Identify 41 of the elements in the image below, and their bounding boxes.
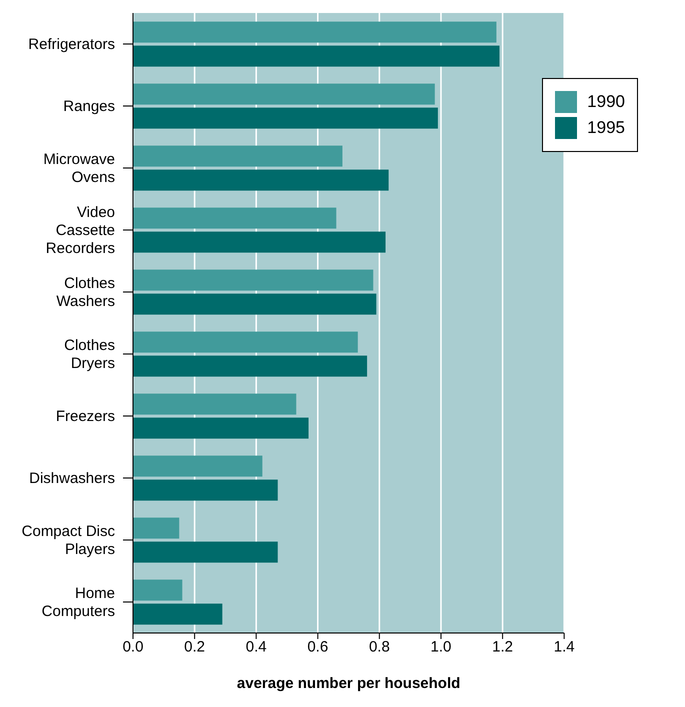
- x-axis-title: average number per household: [236, 675, 460, 692]
- y-tick-label: Clothes Dryers: [64, 336, 115, 372]
- bar: [133, 542, 278, 563]
- y-tick-label: Ranges: [63, 98, 115, 114]
- x-tick-label: 1.0: [430, 638, 452, 656]
- bar: [133, 294, 376, 315]
- x-tick-label: 0.4: [246, 638, 267, 656]
- bar: [133, 208, 336, 229]
- legend-label: 1990: [587, 92, 625, 112]
- x-tick-label: 0.8: [368, 638, 390, 656]
- y-tick-label: Freezers: [56, 408, 115, 424]
- y-tick-label: Dishwashers: [29, 470, 115, 486]
- bar: [133, 332, 358, 353]
- x-tick-label: 0.6: [307, 638, 328, 656]
- bar: [133, 418, 309, 439]
- x-tick-label: 1.4: [554, 638, 575, 656]
- bar: [133, 22, 496, 43]
- x-tick-label: 0.0: [122, 638, 144, 656]
- bar: [133, 480, 278, 501]
- y-tick-label: Compact Disc Players: [22, 522, 116, 558]
- bar: [133, 146, 342, 167]
- y-tick-label: Refrigerators: [28, 36, 115, 52]
- bar: [133, 604, 222, 625]
- legend-label: 1995: [587, 118, 625, 138]
- bar: [133, 518, 180, 539]
- bar: [133, 270, 374, 291]
- y-tick-label: Home Computers: [42, 584, 115, 620]
- bar: [133, 232, 386, 253]
- bar: [133, 84, 435, 105]
- bar: [133, 580, 182, 601]
- y-tick-label: Clothes Washers: [56, 274, 115, 310]
- y-tick-label: Video Cassette Recorders: [46, 204, 115, 256]
- bar: [133, 456, 262, 477]
- bar: [133, 108, 438, 129]
- x-tick-label: 1.2: [492, 638, 514, 656]
- bar: [133, 356, 368, 377]
- y-tick-label: Microwave Ovens: [43, 150, 115, 186]
- x-tick-label: 0.2: [184, 638, 206, 656]
- bar: [133, 394, 296, 415]
- bar: [133, 46, 500, 67]
- bar: [133, 170, 389, 191]
